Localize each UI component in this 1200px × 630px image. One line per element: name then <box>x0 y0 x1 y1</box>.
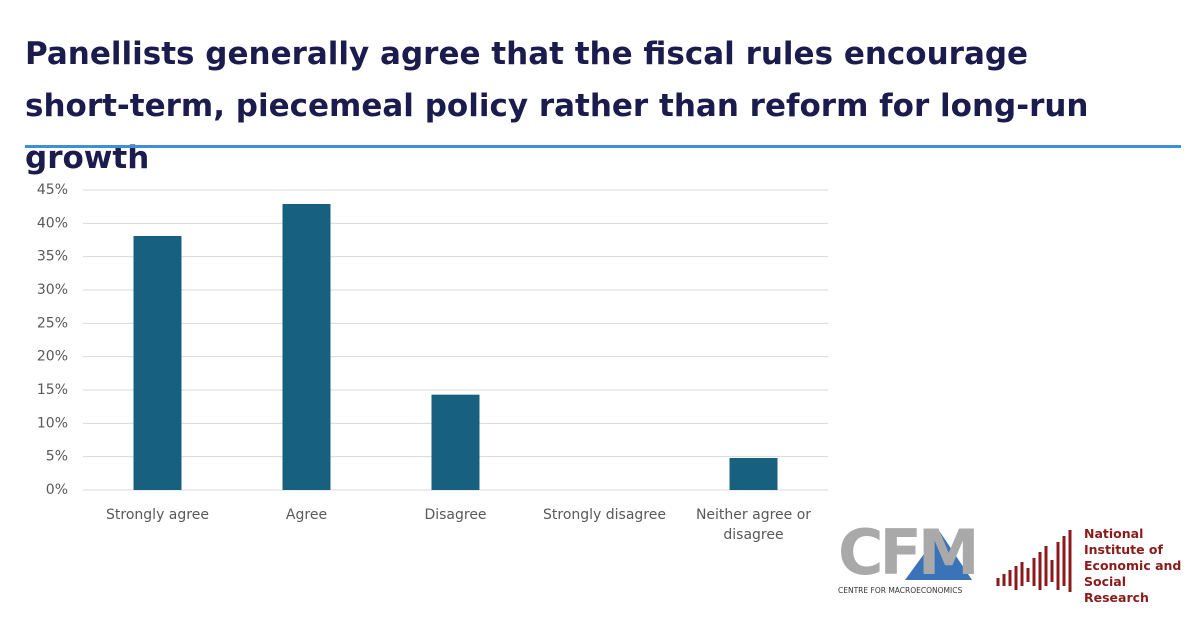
y-tick-label: 5% <box>46 449 68 465</box>
y-tick-label: 40% <box>37 215 68 231</box>
title-rule <box>25 145 1181 148</box>
y-tick-label: 35% <box>37 249 68 265</box>
y-tick-label: 10% <box>37 415 68 431</box>
bar <box>282 204 331 490</box>
cfm-triangle <box>905 532 972 580</box>
bar <box>431 394 480 490</box>
chart-title: Panellists generally agree that the fisc… <box>25 36 1089 176</box>
y-tick-label: 25% <box>37 315 68 331</box>
y-tick-label: 30% <box>37 282 68 298</box>
cfm-logo-name: CENTRE FOR MACROECONOMICS <box>838 586 963 595</box>
bar <box>133 236 182 490</box>
y-tick-label: 0% <box>46 482 68 498</box>
y-tick-label: 15% <box>37 382 68 398</box>
y-tick-label: 45% <box>37 182 68 198</box>
x-tick-label: Strongly disagree <box>543 507 666 523</box>
niesr-logo-name: National Institute of Economic and Socia… <box>1084 526 1182 605</box>
x-tick-label: Neither agree or disagree <box>695 507 812 543</box>
x-tick-label: Disagree <box>424 507 487 523</box>
niesr-bars <box>996 530 1072 592</box>
y-tick-label: 20% <box>37 349 68 365</box>
x-tick-label: Strongly agree <box>106 507 209 523</box>
bar <box>729 458 778 490</box>
x-tick-label: Agree <box>285 507 328 523</box>
cfm-logo-mark: CFM <box>838 516 980 589</box>
